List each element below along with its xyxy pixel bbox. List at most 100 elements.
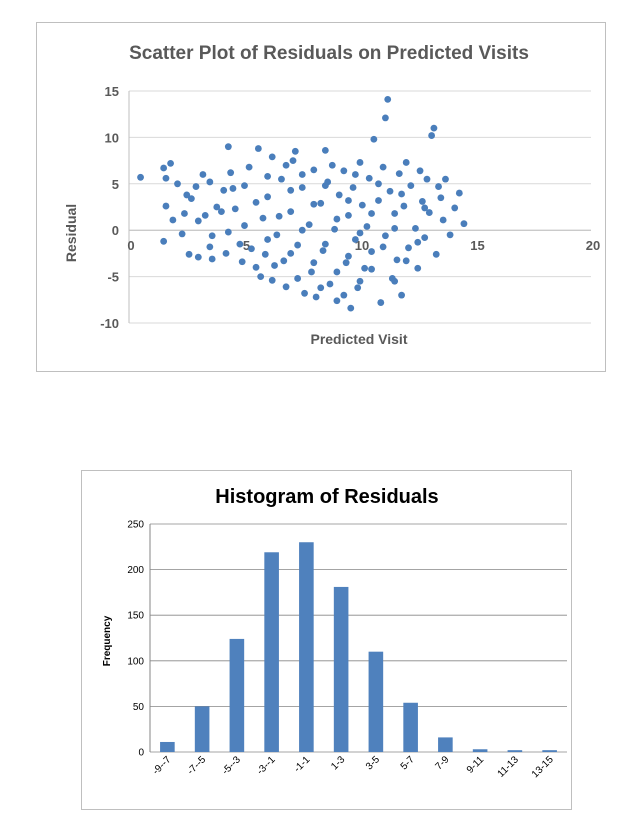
scatter-point [268, 276, 276, 284]
scatter-point [162, 202, 170, 210]
scatter-point [331, 225, 338, 233]
scatter-point [213, 203, 221, 211]
histogram-bar [299, 542, 314, 752]
scatter-point [280, 257, 288, 265]
scatter-point [393, 256, 401, 264]
scatter-point [174, 180, 181, 188]
scatter-point [414, 238, 422, 246]
scatter-point [391, 277, 399, 285]
histogram-bar [160, 741, 175, 752]
scatter-point [310, 166, 318, 174]
scatter-x-tick-label: 5 [243, 238, 250, 253]
histogram-bar [507, 750, 523, 752]
histogram-x-tick-label: 5-7 [399, 754, 417, 772]
scatter-point [460, 220, 468, 228]
scatter-point [368, 265, 375, 273]
scatter-point [301, 289, 308, 297]
scatter-point [287, 208, 295, 216]
scatter-title: Scatter Plot of Residuals on Predicted V… [129, 43, 529, 64]
scatter-point [365, 174, 373, 182]
histogram-y-tick-label: 200 [127, 565, 144, 576]
histogram-bar [194, 706, 210, 752]
scatter-point [423, 175, 431, 183]
scatter-point [421, 234, 429, 242]
scatter-point [414, 264, 422, 272]
scatter-point [356, 229, 364, 237]
scatter-point [321, 146, 329, 154]
scatter-point [398, 291, 405, 299]
histogram-bar [542, 750, 557, 752]
scatter-point [451, 204, 459, 212]
scatter-point [291, 147, 299, 155]
scatter-point [432, 250, 440, 258]
scatter-point [425, 209, 433, 216]
scatter-point [252, 263, 260, 271]
scatter-point [264, 236, 271, 243]
scatter-point [224, 228, 232, 236]
histogram-x-tick-label: 7-9 [433, 754, 451, 772]
scatter-point [275, 212, 283, 220]
scatter-point [442, 175, 449, 183]
scatter-point [356, 277, 364, 285]
scatter-point [192, 183, 200, 190]
scatter-plot-svg: Scatter Plot of Residuals on Predicted V… [63, 43, 600, 347]
scatter-point [308, 268, 315, 276]
scatter-point [199, 171, 207, 178]
scatter-point [340, 167, 348, 175]
scatter-point [236, 240, 244, 248]
scatter-point [224, 143, 232, 151]
scatter-point [194, 217, 202, 225]
scatter-y-tick-label: 10 [105, 130, 119, 145]
histogram-y-tick-label: 150 [127, 611, 144, 622]
scatter-point [169, 216, 177, 224]
scatter-point [305, 221, 313, 229]
scatter-point [428, 132, 436, 139]
scatter-point [407, 182, 415, 190]
scatter-point [384, 95, 392, 103]
histogram-title: Histogram of Residuals [215, 486, 438, 508]
scatter-point [345, 211, 352, 219]
scatter-point [252, 198, 260, 206]
histogram-bar [403, 702, 418, 752]
scatter-point [391, 224, 399, 232]
scatter-point [333, 268, 341, 276]
scatter-point [402, 257, 410, 265]
scatter-point [421, 204, 429, 212]
scatter-point [328, 161, 336, 169]
scatter-point [326, 280, 334, 288]
scatter-point [227, 169, 235, 177]
scatter-point [382, 114, 389, 122]
scatter-point [238, 258, 246, 266]
scatter-point [319, 247, 327, 255]
scatter-point [382, 232, 389, 240]
histogram-x-tick-label: -3--1 [255, 754, 278, 777]
histogram-x-tick-label: -1-1 [292, 754, 313, 775]
scatter-point [379, 243, 387, 251]
scatter-point [405, 244, 412, 252]
histogram-y-tick-label: 0 [138, 748, 144, 759]
scatter-point [312, 293, 320, 301]
scatter-x-axis-label: Predicted Visit [310, 331, 407, 347]
scatter-point [268, 153, 276, 161]
scatter-point [356, 159, 364, 166]
scatter-point [282, 283, 290, 291]
scatter-point [185, 250, 193, 258]
histogram-y-axis-label: Frequency [102, 615, 113, 666]
histogram-x-tick-label: -9--7 [151, 754, 174, 777]
scatter-point [400, 202, 408, 210]
scatter-point [167, 159, 174, 167]
scatter-point [368, 210, 375, 217]
scatter-point [282, 161, 290, 169]
scatter-x-tick-label: 0 [127, 238, 134, 253]
scatter-point [335, 191, 343, 199]
scatter-point [439, 216, 447, 224]
scatter-point [333, 215, 341, 223]
histogram-x-tick-label: -7--5 [186, 754, 209, 777]
histogram-y-tick-label: 50 [133, 702, 145, 713]
scatter-point [395, 170, 403, 177]
scatter-point [345, 252, 352, 260]
scatter-point [351, 171, 359, 178]
scatter-plot-panel: Scatter Plot of Residuals on Predicted V… [36, 22, 606, 372]
scatter-point [368, 248, 375, 255]
scatter-point [379, 163, 387, 171]
